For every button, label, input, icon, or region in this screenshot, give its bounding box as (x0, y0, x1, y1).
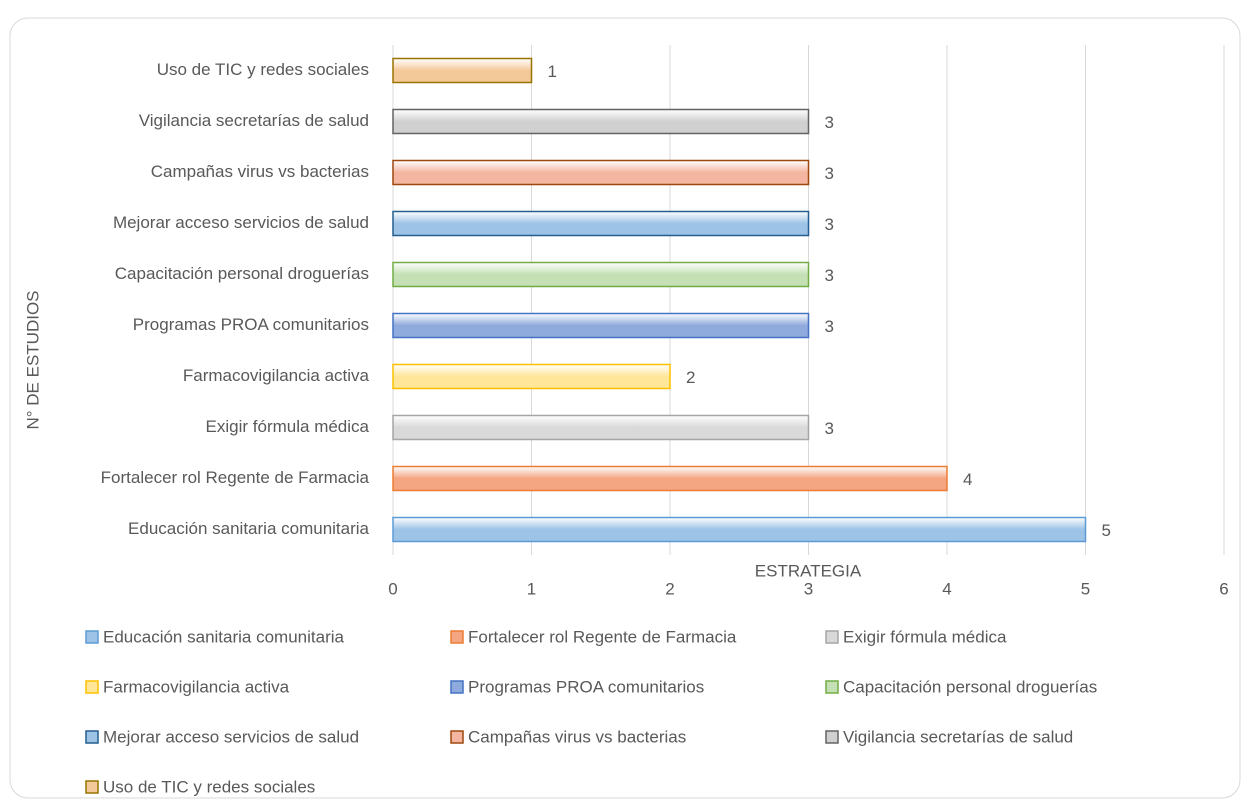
x-tick-label: 4 (942, 579, 951, 598)
y-tick-label: Fortalecer rol Regente de Farmacia (101, 468, 370, 487)
legend-label: Capacitación personal droguerías (843, 677, 1097, 696)
legend-swatch (450, 730, 464, 744)
legend-label: Campañas virus vs bacterias (468, 727, 686, 746)
bar (392, 465, 948, 492)
x-tick-label: 0 (388, 579, 397, 598)
legend-swatch (450, 630, 464, 644)
bar (392, 261, 810, 288)
y-tick-label: Mejorar acceso servicios de salud (113, 213, 369, 232)
x-tick-label: 2 (665, 579, 674, 598)
x-tick-label: 3 (804, 579, 813, 598)
data-label: 3 (825, 164, 834, 183)
legend-swatch (85, 680, 99, 694)
data-label: 3 (825, 215, 834, 234)
legend-label: Educación sanitaria comunitaria (103, 627, 345, 646)
data-label: 3 (825, 266, 834, 285)
legend-label: Farmacovigilancia activa (103, 677, 290, 696)
bar (392, 57, 533, 84)
legend-swatch (825, 680, 839, 694)
bar (392, 108, 810, 135)
data-label: 3 (825, 317, 834, 336)
legend-label: Fortalecer rol Regente de Farmacia (468, 627, 737, 646)
y-tick-label: Farmacovigilancia activa (183, 366, 370, 385)
y-tick-label: Uso de TIC y redes sociales (157, 60, 369, 79)
data-label: 1 (548, 62, 557, 81)
data-label: 2 (686, 368, 695, 387)
x-tick-label: 6 (1219, 579, 1228, 598)
y-axis-label: N° DE ESTUDIOS (23, 290, 42, 429)
legend-label: Exigir fórmula médica (843, 627, 1007, 646)
y-tick-label: Programas PROA comunitarios (133, 315, 369, 334)
x-tick-label: 5 (1081, 579, 1090, 598)
bar (392, 516, 1087, 543)
x-tick-label: 1 (527, 579, 536, 598)
legend-swatch (85, 630, 99, 644)
legend-swatch (85, 780, 99, 794)
chart-border (9, 17, 1241, 799)
y-tick-label: Educación sanitaria comunitaria (128, 519, 370, 538)
legend-label: Programas PROA comunitarios (468, 677, 704, 696)
legend-swatch (825, 630, 839, 644)
legend-swatch (85, 730, 99, 744)
bar (392, 210, 810, 237)
bar (392, 312, 810, 339)
y-tick-label: Campañas virus vs bacterias (151, 162, 369, 181)
y-tick-label: Capacitación personal droguerías (115, 264, 369, 283)
x-axis-label: ESTRATEGIA (755, 561, 862, 580)
data-label: 4 (963, 470, 972, 489)
bar (392, 159, 810, 186)
legend-swatch (450, 680, 464, 694)
data-label: 3 (825, 113, 834, 132)
y-tick-label: Exigir fórmula médica (206, 417, 370, 436)
y-tick-label: Vigilancia secretarías de salud (139, 111, 369, 130)
bar (392, 363, 671, 390)
legend-swatch (825, 730, 839, 744)
data-label: 5 (1102, 521, 1111, 540)
bar (392, 414, 810, 441)
legend-label: Vigilancia secretarías de salud (843, 727, 1073, 746)
legend-label: Uso de TIC y redes sociales (103, 777, 315, 796)
legend-label: Mejorar acceso servicios de salud (103, 727, 359, 746)
data-label: 3 (825, 419, 834, 438)
